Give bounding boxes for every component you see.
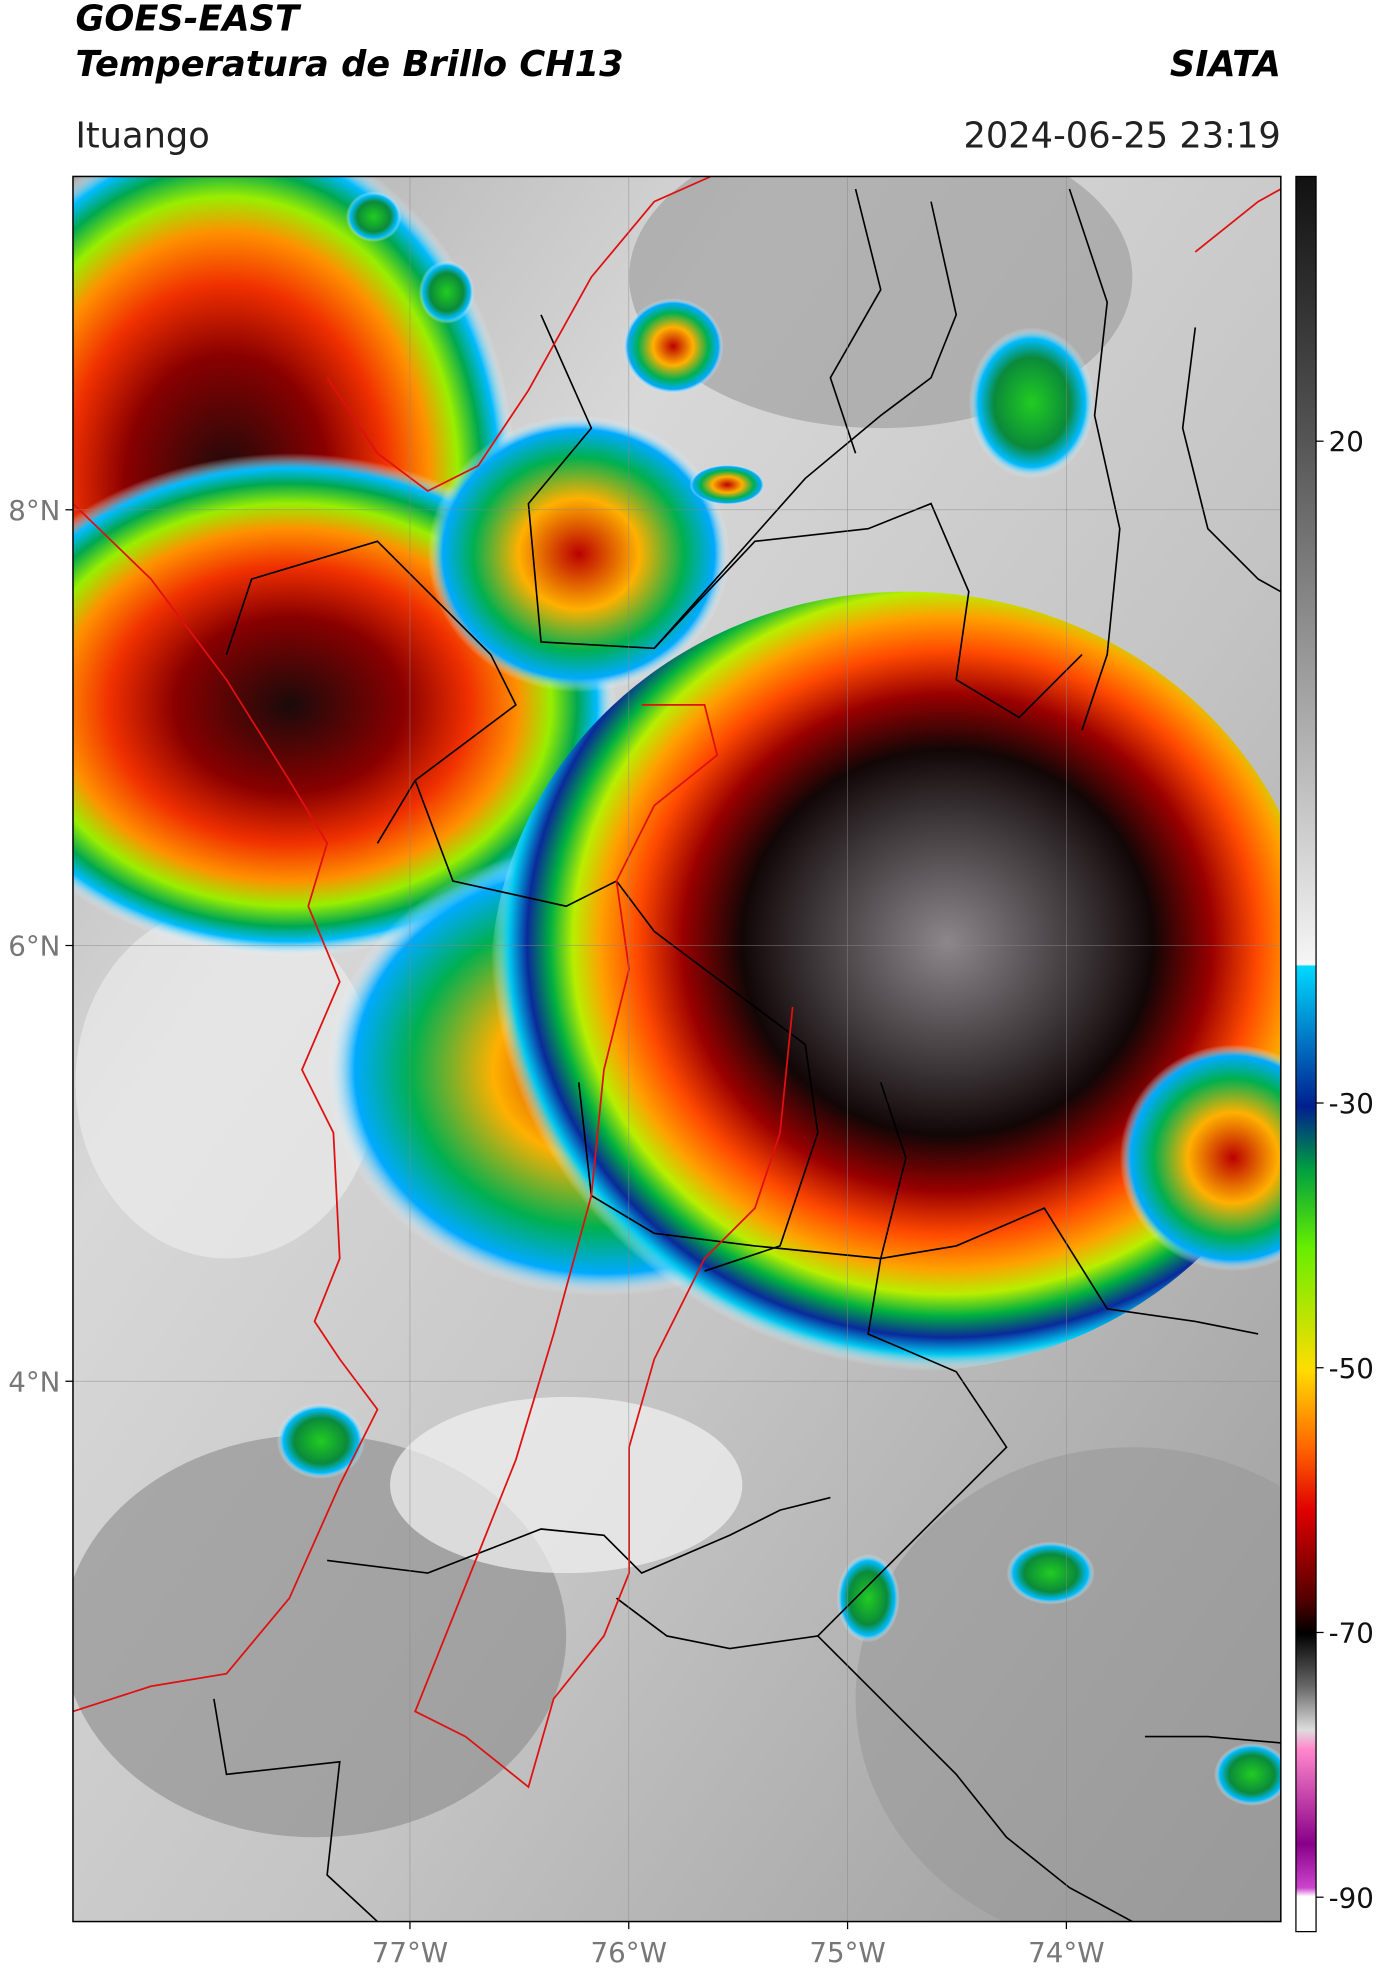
lat-tick-label: 6°N: [8, 930, 60, 963]
lon-tick-label: 74°W: [1028, 1936, 1104, 1969]
subtitle: Temperatura de Brillo CH13: [75, 44, 623, 85]
lon-tick-label: 75°W: [809, 1936, 885, 1969]
colorbar-tick-label: -50: [1329, 1352, 1374, 1385]
lat-tick-label: 4°N: [8, 1365, 60, 1398]
colorbar-tick-label: -70: [1329, 1617, 1374, 1650]
datetime: 2024-06-25 23:19: [963, 116, 1280, 157]
lat-tick-label: 8°N: [8, 494, 60, 527]
lon-tick-label: 77°W: [372, 1936, 448, 1969]
colorbar-tick-label: -30: [1329, 1087, 1374, 1120]
colorbar-tick-label: 20: [1329, 425, 1364, 458]
colorbar-tick-label: -90: [1329, 1881, 1374, 1914]
map-frame: [72, 175, 1282, 1923]
lon-tick-label: 76°W: [591, 1936, 667, 1969]
colorbar: [1295, 175, 1317, 1933]
title: GOES-EAST: [75, 0, 302, 40]
satellite-image: [72, 176, 1281, 1922]
source: SIATA: [1170, 44, 1281, 85]
colorbar-ticks: -90 -70 -50 -30 20: [1316, 425, 1374, 1914]
map-grid: 8°N 6°N 4°N 77°W 76°W 75°W 74°W: [8, 176, 1281, 1969]
location: Ituango: [75, 116, 209, 157]
